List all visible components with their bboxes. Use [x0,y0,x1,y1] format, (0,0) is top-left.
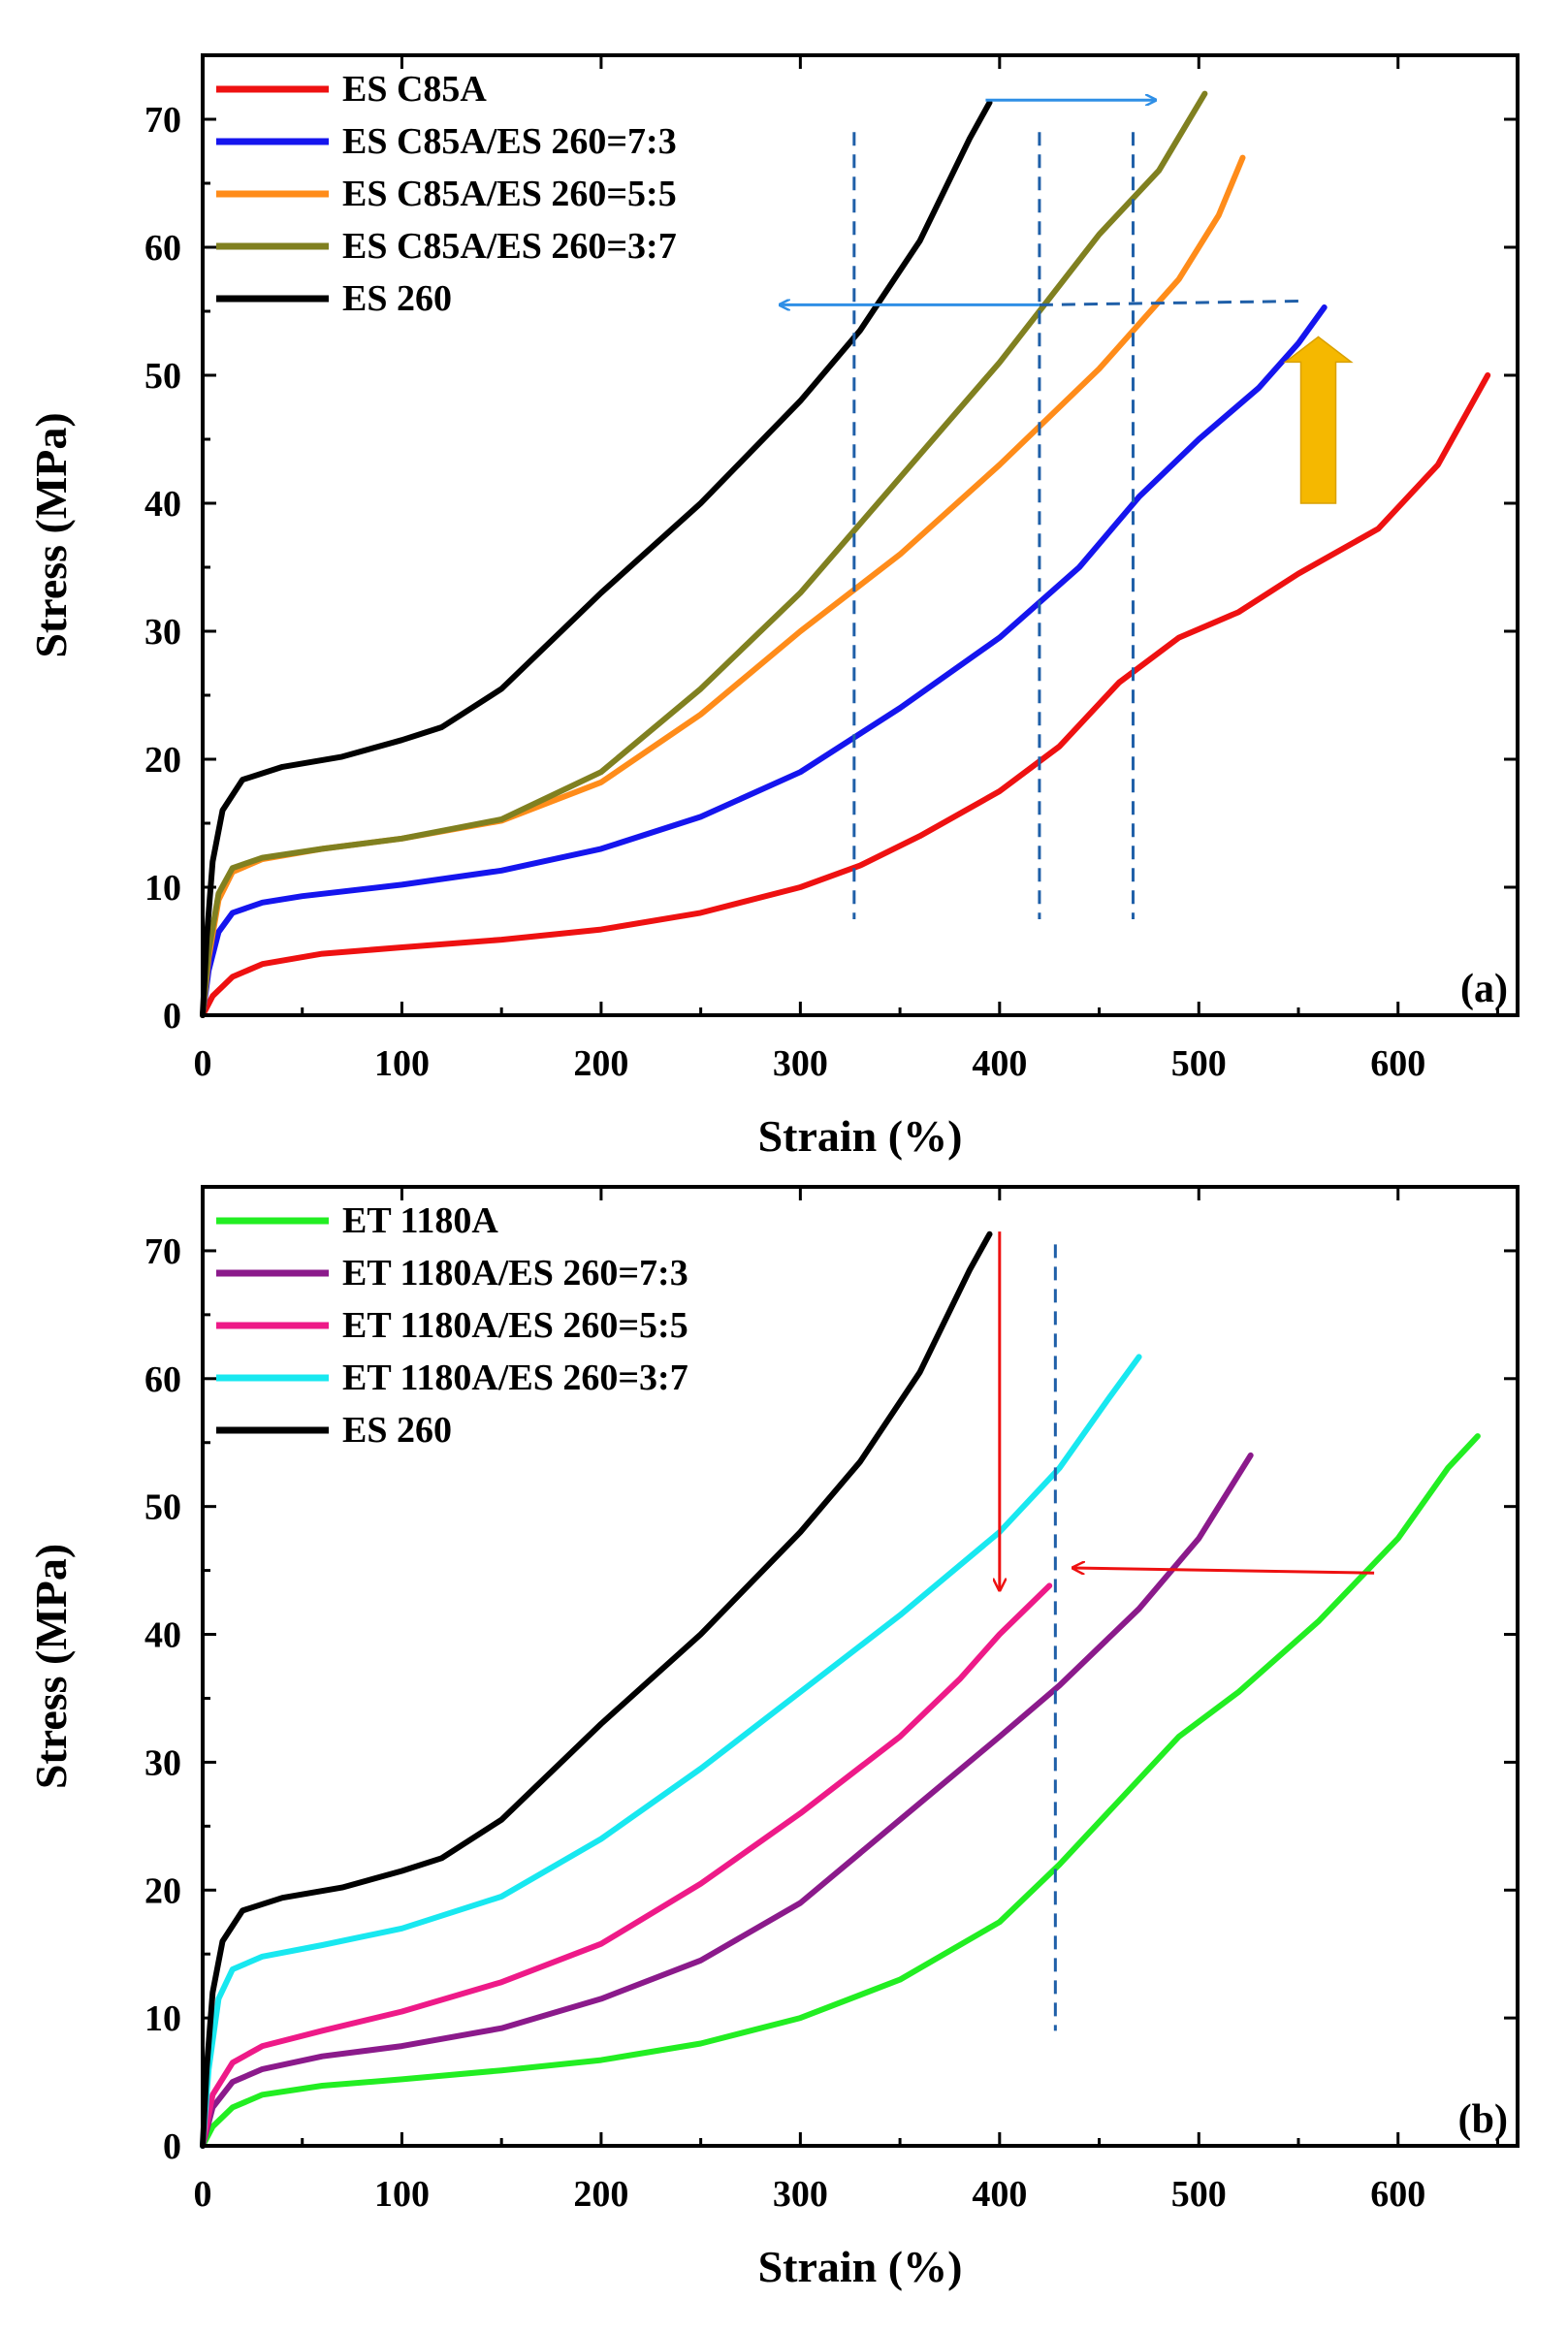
y-tick-label: 70 [144,1231,181,1272]
legend-entry: ES C85A/ES 260=5:5 [342,174,677,214]
panel-b-annotations [1000,1231,1375,2031]
legend-entry: ET 1180A [342,1200,498,1241]
y-tick-label: 0 [163,996,181,1037]
y-tick-label: 60 [144,228,181,269]
x-tick-label: 500 [1171,2174,1227,2215]
panel-a-y-axis-title: Stress (MPa) [26,412,76,657]
y-tick-label: 50 [144,356,181,397]
panel-b-x-axis-title: Strain (%) [758,2242,963,2291]
legend-entry: ET 1180A/ES 260=7:3 [342,1253,688,1294]
y-tick-label: 70 [144,100,181,141]
legend-entry: ES C85A [342,69,487,110]
y-tick-label: 40 [144,484,181,525]
legend-entry: ET 1180A/ES 260=5:5 [342,1305,688,1346]
y-tick-label: 10 [144,868,181,909]
x-tick-label: 100 [374,2174,430,2215]
left-arrow [1073,1568,1375,1573]
y-tick-label: 30 [144,1742,181,1783]
x-tick-label: 200 [573,2174,628,2215]
panel-b-label: (b) [1458,2097,1508,2142]
panel-b-plot-frame [201,1185,1520,2148]
x-tick-label: 600 [1370,1043,1425,1084]
series-line-et-1180a-es-260-5-5 [200,1582,1053,2149]
x-tick-label: 400 [972,2174,1027,2215]
upward-block-arrow [1283,335,1354,504]
panel-b: 0 100 200 300 400 500 600 0 10 20 30 40 50 60 70 ET 11… [26,1185,1520,2291]
y-tick-label: 40 [144,1615,181,1656]
series-line-es-c85a [200,372,1491,1018]
legend-entry: ES C85A/ES 260=3:7 [342,226,677,267]
panel-a: 0 100 200 300 400 500 600 0 10 20 30 40 50 60 70 ES C8… [26,53,1520,1161]
series-line-es-c85a-es-260-7-3 [200,304,1328,1018]
panel-b-axis-ticks: 0 100 200 300 400 500 600 0 10 20 30 40 50 60 70 [144,1187,1518,2215]
panel-b-y-axis-title: Stress (MPa) [26,1544,76,1789]
panel-b-legend: ET 1180A ET 1180A/ES 260=7:3 ET 1180A/ES 2… [216,1200,688,1451]
y-tick-label: 0 [163,2126,181,2167]
y-tick-label: 10 [144,1998,181,2039]
panel-a-series [200,90,1491,1018]
series-line-es-c85a-es-260-3-7 [200,90,1208,1018]
series-line-es-260 [200,99,993,1018]
panel-a-plot-frame [201,53,1520,1017]
x-tick-label: 0 [194,1043,212,1084]
panel-a-annotations [781,100,1354,919]
x-tick-label: 200 [573,1043,628,1084]
y-tick-label: 20 [144,1870,181,1911]
legend-entry: ES C85A/ES 260=7:3 [342,121,677,162]
x-tick-label: 400 [972,1043,1027,1084]
panel-a-label: (a) [1460,967,1508,1011]
panel-a-legend: ES C85A ES C85A/ES 260=7:3 ES C85A/ES 260=… [216,69,677,319]
panel-a-x-axis-title: Strain (%) [758,1111,963,1161]
y-tick-label: 60 [144,1359,181,1400]
x-tick-label: 600 [1370,2174,1425,2215]
series-line-et-1180a [200,1433,1481,2149]
series-line-et-1180a-es-260-7-3 [200,1452,1254,2149]
x-tick-label: 100 [374,1043,430,1084]
legend-entry: ES 260 [342,278,452,319]
y-tick-label: 30 [144,612,181,653]
x-tick-label: 500 [1171,1043,1227,1084]
legend-entry: ET 1180A/ES 260=3:7 [342,1358,688,1398]
series-line-et-1180a-es-260-3-7 [200,1354,1142,2149]
x-tick-label: 300 [773,1043,828,1084]
panel-a-axis-ticks: 0 100 200 300 400 500 600 0 10 20 30 40 50 60 70 [144,55,1518,1084]
legend-entry: ES 260 [342,1410,452,1451]
series-line-es-260 [200,1230,993,2149]
panel-b-series [200,1230,1481,2149]
x-tick-label: 0 [194,2174,212,2215]
y-tick-label: 20 [144,740,181,781]
x-tick-label: 300 [773,2174,828,2215]
dashed-horizontal-line [1039,299,1305,306]
y-tick-label: 50 [144,1487,181,1528]
